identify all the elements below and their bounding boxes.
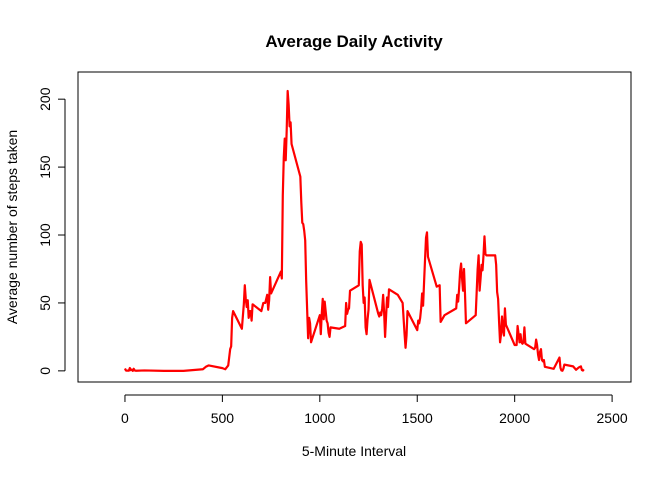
plot-frame bbox=[77, 71, 632, 383]
x-tick-label: 2500 bbox=[597, 410, 628, 426]
x-tick-label: 1000 bbox=[304, 410, 335, 426]
y-tick-label: 50 bbox=[37, 295, 53, 311]
y-tick-label: 200 bbox=[37, 87, 53, 111]
x-tick-label: 1500 bbox=[402, 410, 433, 426]
x-axis-label: 5-Minute Interval bbox=[302, 443, 406, 459]
data-line bbox=[123, 89, 585, 372]
y-tick-label: 0 bbox=[37, 367, 53, 375]
y-tick-label: 150 bbox=[37, 155, 53, 179]
x-tick-label: 0 bbox=[121, 410, 129, 426]
chart-title: Average Daily Activity bbox=[265, 32, 443, 51]
x-tick-label: 500 bbox=[211, 410, 235, 426]
y-axis-label: Average number of steps taken bbox=[4, 130, 20, 324]
x-tick-label: 2000 bbox=[499, 410, 530, 426]
y-tick-label: 100 bbox=[37, 223, 53, 247]
